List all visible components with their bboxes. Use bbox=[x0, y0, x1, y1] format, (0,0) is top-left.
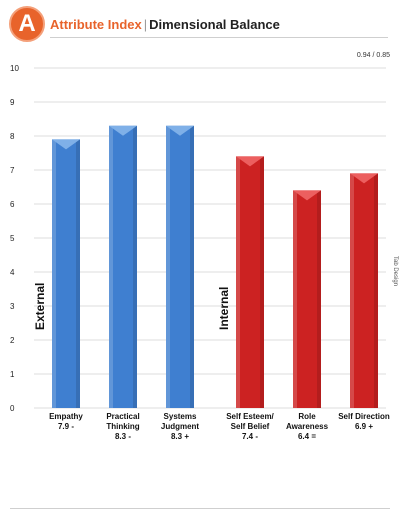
score-ratio: 0.94 / 0.85 bbox=[356, 52, 390, 59]
bar-highlight bbox=[109, 125, 113, 409]
value-label: 6.9 + bbox=[355, 422, 373, 431]
category-label: Judgment bbox=[161, 422, 200, 431]
category-label: Practical bbox=[106, 412, 139, 421]
bar-shade bbox=[190, 125, 194, 409]
y-tick-label: 10 bbox=[10, 64, 19, 73]
bar bbox=[166, 125, 194, 409]
bar bbox=[350, 173, 378, 408]
group-label: Internal bbox=[217, 287, 231, 330]
value-label: 6.4 = bbox=[298, 432, 316, 441]
bar-highlight bbox=[293, 190, 297, 408]
value-label: 7.4 - bbox=[242, 432, 258, 441]
bar-cap bbox=[166, 125, 194, 136]
page-subtitle: Dimensional Balance bbox=[149, 17, 280, 32]
bar-highlight bbox=[236, 156, 240, 408]
category-label: Self Esteem/ bbox=[226, 412, 274, 421]
bar-shade bbox=[317, 190, 321, 408]
logo-letter: A bbox=[18, 10, 36, 37]
bar-cap bbox=[52, 139, 80, 150]
value-label: 8.3 + bbox=[171, 432, 189, 441]
category-label: Systems bbox=[164, 412, 197, 421]
category-label: Empathy bbox=[49, 412, 83, 421]
bar bbox=[52, 139, 80, 408]
page-header: Attribute Index | Dimensional Balance bbox=[50, 17, 280, 32]
category-label: Role bbox=[298, 412, 316, 421]
y-tick-label: 8 bbox=[10, 132, 15, 141]
page-title: Attribute Index bbox=[50, 17, 142, 32]
bar-highlight bbox=[350, 173, 354, 408]
bar-cap bbox=[109, 125, 137, 136]
value-label: 7.9 - bbox=[58, 422, 74, 431]
group-label: External bbox=[33, 283, 47, 330]
category-label: Self Direction bbox=[338, 412, 390, 421]
y-tick-label: 4 bbox=[10, 268, 15, 277]
bar bbox=[109, 125, 137, 409]
bar-highlight bbox=[166, 125, 170, 409]
y-tick-label: 3 bbox=[10, 302, 15, 311]
y-tick-label: 6 bbox=[10, 200, 15, 209]
bar-cap bbox=[236, 156, 264, 167]
bar bbox=[293, 190, 321, 408]
footer-divider bbox=[10, 508, 390, 509]
category-label: Self Belief bbox=[231, 422, 270, 431]
header-divider bbox=[50, 37, 388, 38]
bar-shade bbox=[260, 156, 264, 408]
bar-shade bbox=[133, 125, 137, 409]
value-label: 8.3 - bbox=[115, 432, 131, 441]
brand-logo: A bbox=[9, 6, 45, 42]
y-tick-label: 1 bbox=[10, 370, 15, 379]
bar-cap bbox=[293, 190, 321, 201]
bar-cap bbox=[350, 173, 378, 184]
bar bbox=[236, 156, 264, 408]
y-tick-label: 9 bbox=[10, 98, 15, 107]
bar-highlight bbox=[52, 139, 56, 408]
title-separator: | bbox=[143, 17, 148, 32]
category-label: Thinking bbox=[106, 422, 139, 431]
y-tick-label: 5 bbox=[10, 234, 15, 243]
y-tick-label: 2 bbox=[10, 336, 15, 345]
y-tick-label: 7 bbox=[10, 166, 15, 175]
bar-shade bbox=[374, 173, 378, 408]
category-label: Awareness bbox=[286, 422, 329, 431]
bar-shade bbox=[76, 139, 80, 408]
y-tick-label: 0 bbox=[10, 404, 15, 413]
